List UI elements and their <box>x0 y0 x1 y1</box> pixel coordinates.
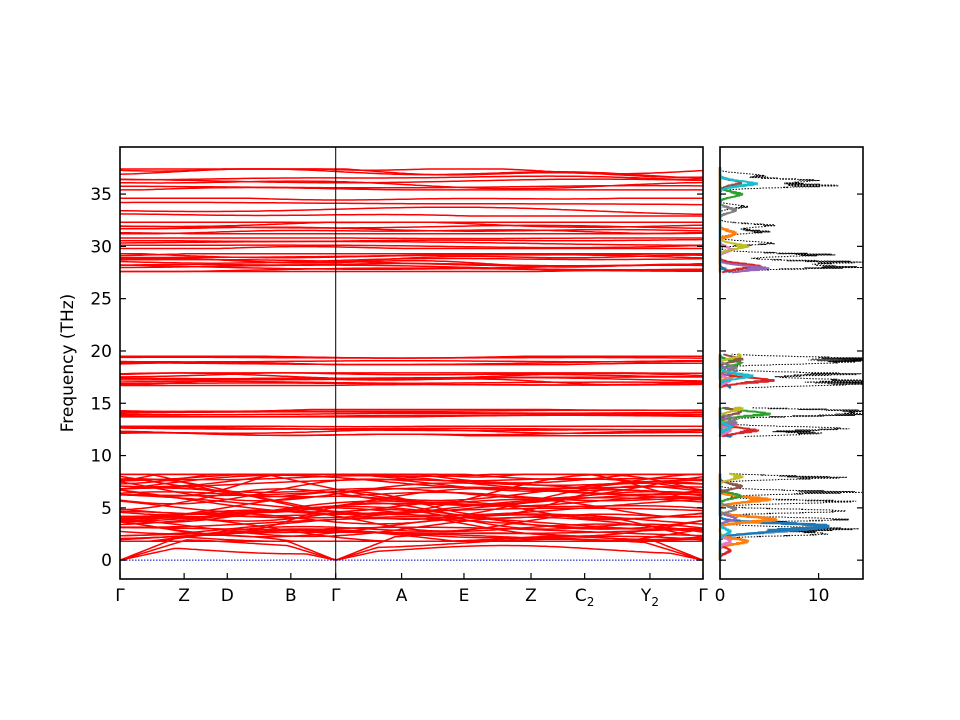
dos-total-curve <box>719 353 864 389</box>
band-line <box>120 412 703 416</box>
band-line <box>120 267 703 273</box>
y-tick-label: 15 <box>90 394 112 414</box>
band-line <box>119 502 704 538</box>
band-line <box>120 380 703 384</box>
kpoint-label: Γ <box>115 586 125 606</box>
dos-ticks: 0 10 <box>715 193 863 606</box>
band-line <box>120 245 703 250</box>
band-line <box>120 168 704 175</box>
band-line <box>119 252 704 257</box>
band-line <box>119 213 703 217</box>
kpoint-label: A <box>396 586 408 606</box>
band-line <box>119 473 703 482</box>
y-axis-label: Frequency (THz) <box>58 294 78 433</box>
kpoint-label: Z <box>525 586 537 606</box>
band-line <box>119 478 704 505</box>
band-line <box>120 201 704 206</box>
band-line <box>119 515 703 537</box>
y-tick-label: 10 <box>90 447 112 467</box>
y-tick-label: 30 <box>90 237 112 257</box>
y-tick-label: 0 <box>101 551 112 571</box>
dos-frame <box>719 146 864 580</box>
dos-x-tick-label: 10 <box>808 586 830 606</box>
band-line <box>120 206 704 216</box>
y-tick-label: 25 <box>90 290 112 310</box>
dos-total-lines <box>719 167 864 561</box>
band-line <box>119 372 703 378</box>
dos-x-tick-label: 0 <box>715 586 726 606</box>
kpoint-label: Γ <box>698 586 708 606</box>
band-line <box>120 264 704 271</box>
band-line <box>120 240 703 247</box>
band-line <box>120 376 703 380</box>
band-line <box>120 224 703 230</box>
band-line <box>120 231 703 235</box>
kpoint-label: E <box>459 586 470 606</box>
band-line <box>120 238 703 243</box>
band-line <box>120 244 704 249</box>
band-line <box>119 427 703 431</box>
band-line <box>120 413 703 418</box>
band-lines <box>119 168 704 561</box>
y-tick-label: 35 <box>90 185 112 205</box>
band-line <box>119 408 703 413</box>
band-line <box>120 186 703 191</box>
band-line <box>120 360 704 363</box>
band-line <box>119 489 704 516</box>
band-line <box>120 523 704 543</box>
band-line <box>120 252 703 259</box>
band-line <box>119 528 704 543</box>
band-line <box>120 180 703 190</box>
band-structure-x-ticks: Γ Z D B Γ A E Z C2 Y2 Γ <box>115 573 708 609</box>
band-line <box>120 175 704 181</box>
band-line <box>120 197 703 201</box>
band-line <box>119 257 703 264</box>
kpoint-label: Z <box>178 586 190 606</box>
band-line <box>119 473 703 490</box>
y-tick-label: 20 <box>90 342 112 362</box>
band-structure-y-ticks: 0 5 10 15 20 25 30 35 <box>90 185 703 571</box>
dos-total-curve <box>719 473 862 561</box>
band-line <box>120 512 704 525</box>
band-structure-frame <box>119 146 704 580</box>
band-line <box>120 178 704 184</box>
band-line <box>119 491 704 502</box>
band-line <box>120 372 703 378</box>
kpoint-label: B <box>285 586 297 606</box>
kpoint-label: D <box>221 586 234 606</box>
band-line <box>119 486 703 500</box>
band-line <box>120 237 703 240</box>
band-line <box>119 473 703 485</box>
band-line <box>120 428 703 435</box>
kpoint-label: Γ <box>331 586 341 606</box>
dos-total-curve <box>719 407 864 438</box>
band-line <box>119 430 704 437</box>
band-line <box>120 355 703 359</box>
y-tick-label: 5 <box>101 499 112 519</box>
dos-panel: 0 10 <box>715 146 864 606</box>
band-line <box>119 474 704 490</box>
band-line <box>119 544 704 561</box>
band-line <box>119 254 703 264</box>
